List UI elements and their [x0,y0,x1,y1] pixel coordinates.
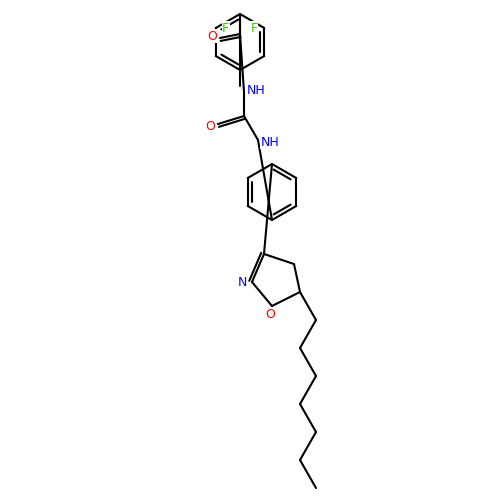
Text: O: O [265,308,275,320]
Text: O: O [207,30,217,43]
Text: NH: NH [260,136,280,148]
Text: F: F [250,22,258,35]
Text: F: F [222,22,230,35]
Text: NH: NH [246,84,266,96]
Text: N: N [238,276,246,288]
Text: O: O [205,120,215,132]
